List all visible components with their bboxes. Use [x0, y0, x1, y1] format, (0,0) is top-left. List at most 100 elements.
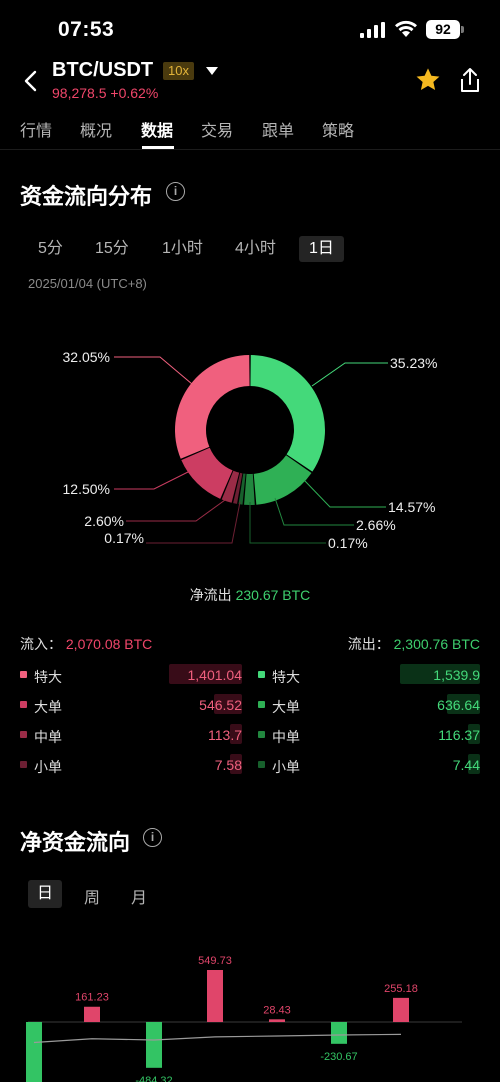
net-tab-day[interactable]: 日 — [28, 880, 62, 908]
net-flow-bar[interactable] — [146, 1022, 162, 1068]
period-1h[interactable]: 1小时 — [162, 240, 203, 257]
donut-slice — [221, 470, 240, 503]
bar-value-label: -484.32 — [135, 1075, 172, 1082]
net-flow-bar[interactable] — [331, 1022, 347, 1044]
inflow-label: 流入： — [20, 636, 62, 652]
flow-section-title: 资金流向分布 — [20, 184, 153, 209]
row-bar — [230, 724, 242, 744]
share-icon[interactable] — [458, 66, 482, 94]
row-value: 7.44 — [452, 757, 480, 773]
period-4h[interactable]: 4小时 — [235, 240, 276, 257]
bar-value-label: 28.43 — [263, 1004, 291, 1016]
last-price: 98,278.5 — [52, 85, 107, 101]
legend-swatch — [258, 761, 265, 768]
legend-swatch — [20, 731, 27, 738]
back-arrow-icon[interactable] — [20, 68, 44, 94]
main-tabs: 行情 概况 数据 交易 跟单 策略 — [0, 112, 500, 150]
tab-market[interactable]: 行情 — [20, 123, 53, 140]
row-label: 中单 — [34, 729, 62, 745]
favorite-star-icon[interactable] — [414, 66, 442, 94]
bar-value-label: 161.23 — [75, 992, 109, 1004]
inflow-value: 2,070.08 BTC — [65, 636, 153, 652]
net-flow-bar-chart: 161.23 -484.32 549.73 28.43 -230.67 255.18 — [26, 955, 462, 1082]
net-tab-month[interactable]: 月 — [131, 890, 148, 907]
donut-value-label: 2.66% — [356, 517, 396, 533]
donut-leader-line — [311, 362, 388, 387]
net-flow-bar[interactable] — [26, 1022, 42, 1082]
tab-data[interactable]: 数据 — [141, 123, 174, 140]
row-label: 特大 — [272, 669, 300, 685]
row-bar — [446, 694, 480, 714]
row-label: 特大 — [34, 669, 62, 685]
donut-leader-line — [126, 499, 226, 522]
bar-value-label: -230.67 — [320, 1051, 357, 1063]
net-flow-value: 230.67 BTC — [235, 587, 311, 603]
row-value: 116.37 — [438, 727, 480, 743]
battery-tip — [461, 26, 464, 33]
donut-value-label: 32.05% — [63, 349, 110, 365]
outflow-label: 流出： — [347, 636, 390, 652]
row-bar — [400, 664, 480, 684]
row-value: 636.64 — [437, 697, 480, 713]
pair-title[interactable]: BTC/USDT — [52, 59, 154, 81]
donut-slice — [244, 473, 255, 505]
donut-leader-line — [303, 479, 386, 508]
period-1d[interactable]: 1日 — [299, 236, 344, 262]
donut-value-label: 0.17% — [104, 530, 144, 546]
net-flow-summary: 净流出 230.67 BTC — [0, 585, 500, 605]
tab-copy-trading[interactable]: 跟单 — [262, 123, 295, 140]
net-flow-bar[interactable] — [269, 1019, 285, 1022]
row-bar — [230, 754, 242, 774]
row-value: 7.58 — [214, 757, 242, 773]
period-5m[interactable]: 5分 — [38, 240, 63, 257]
row-label: 大单 — [272, 699, 300, 715]
donut-leader-line — [146, 501, 241, 544]
donut-slice — [250, 355, 325, 472]
price-change: +0.62% — [110, 85, 159, 101]
outflow-total: 流出： 2,300.76 BTC — [348, 634, 480, 654]
row-value: 546.52 — [199, 697, 242, 713]
row-bar — [213, 694, 242, 714]
outflow-row: 特大 1,539.9 — [258, 664, 482, 686]
donut-slice — [233, 472, 243, 504]
outflow-row: 大单 636.64 — [258, 694, 482, 716]
legend-swatch — [20, 701, 27, 708]
outflow-value: 2,300.76 BTC — [393, 636, 480, 652]
chevron-down-icon[interactable] — [206, 67, 218, 75]
donut-slice — [175, 355, 250, 459]
row-label: 小单 — [34, 759, 62, 775]
battery-icon: 92 — [426, 20, 460, 39]
pair-header: BTC/USDT 10x 98,278.5 +0.62% — [0, 58, 500, 106]
donut-leader-line — [249, 502, 326, 544]
tab-strategy[interactable]: 策略 — [322, 123, 355, 140]
info-icon[interactable]: i — [166, 182, 185, 201]
net-flow-bar[interactable] — [207, 970, 223, 1022]
legend-swatch — [20, 761, 27, 768]
tab-overview[interactable]: 概况 — [80, 123, 113, 140]
donut-value-label: 14.57% — [388, 499, 435, 515]
donut-value-label: 12.50% — [63, 481, 110, 497]
period-15m[interactable]: 15分 — [95, 240, 129, 257]
cumulative-line — [33, 1033, 402, 1044]
net-flow-bar[interactable] — [393, 997, 409, 1022]
bar-value-label: 255.18 — [384, 983, 418, 995]
net-section-title: 净资金流向 — [20, 830, 131, 855]
tab-trade[interactable]: 交易 — [201, 123, 234, 140]
donut-slice — [238, 473, 246, 505]
price-line: 98,278.5 +0.62% — [52, 85, 158, 101]
inflow-row: 特大 1,401.04 — [20, 664, 244, 686]
net-tab-week[interactable]: 周 — [84, 890, 101, 907]
inflow-row: 小单 7.58 — [20, 754, 244, 776]
donut-value-label: 35.23% — [390, 355, 437, 371]
active-tab-indicator — [142, 146, 174, 149]
row-value: 1,401.04 — [187, 667, 243, 683]
legend-swatch — [258, 671, 265, 678]
net-info-icon[interactable]: i — [143, 828, 162, 847]
wifi-icon — [395, 20, 417, 37]
donut-leader-line — [114, 469, 193, 490]
legend-swatch — [20, 671, 27, 678]
net-flow-bar[interactable] — [84, 1006, 100, 1022]
outflow-row: 中单 116.37 — [258, 724, 482, 746]
inflow-row: 中单 113.7 — [20, 724, 244, 746]
flow-donut-chart: 35.23%14.57%2.66%0.17%0.17%2.60%12.50%32… — [63, 349, 438, 551]
